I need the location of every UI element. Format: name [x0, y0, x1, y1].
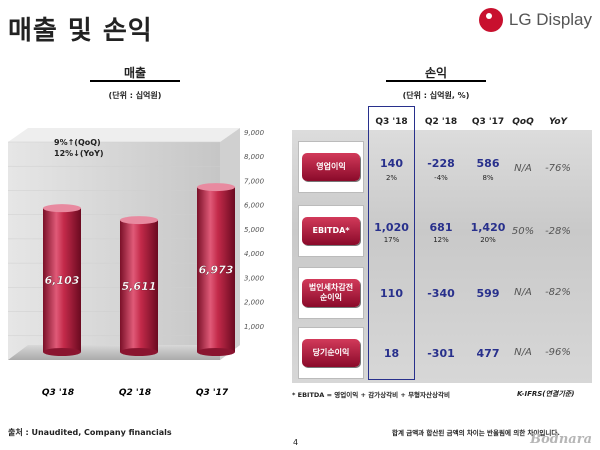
cell-ebitda-q3-18: 1,020	[374, 221, 409, 234]
bar-body	[197, 187, 235, 352]
bar-body	[43, 208, 81, 352]
y-tick-label: 8,000	[244, 153, 265, 161]
bar	[197, 183, 235, 356]
pl-title-underline	[386, 80, 486, 82]
row-label-frame: 법인세차감전 순이익	[298, 267, 364, 319]
cell-pretax-qoq: N/A	[514, 287, 532, 298]
pl-unit: (단위 : 십억원, %)	[402, 91, 470, 100]
cell-op-q3-17-pct: 8%	[482, 174, 494, 182]
cell-net-yoy: -96%	[545, 347, 571, 358]
cell-ebitda-q3-17-pct: 20%	[480, 236, 496, 244]
chart-back-wall	[8, 142, 220, 360]
chart-top-face	[8, 128, 240, 142]
col-q2-18: Q2 '18	[424, 117, 458, 127]
ebitda-footnote: * EBITDA = 영업이익 + 감가상각비 + 무형자산상각비	[292, 391, 450, 399]
cell-ebitda-yoy: -28%	[545, 226, 571, 237]
source-note: 출처 : Unaudited, Company financials	[8, 428, 172, 437]
y-tick-label: 9,000	[244, 129, 265, 137]
logo-text: LG Display	[508, 10, 592, 29]
bar	[43, 204, 81, 356]
cell-op-q2-18-pct: -4%	[434, 174, 448, 182]
bar-base	[120, 348, 158, 356]
bar-base	[43, 348, 81, 356]
y-tick-label: 5,000	[244, 226, 265, 234]
page-number: 4	[293, 438, 299, 447]
sales-unit: (단위 : 십억원)	[108, 91, 162, 100]
col-q3-18: Q3 '18	[375, 117, 408, 127]
x-category-label: Q3 '17	[196, 388, 229, 398]
bar-value-label: 5,611	[122, 280, 157, 293]
cell-ebitda-q3-18-pct: 17%	[383, 236, 400, 244]
cell-pretax-yoy: -82%	[545, 287, 571, 298]
bar-body	[120, 220, 158, 352]
cell-pretax-q3-17: 599	[476, 287, 500, 300]
page-title: 매출 및 손익	[8, 16, 153, 46]
company-logo: LG Display	[478, 8, 592, 32]
row-label-net-income: 당기순이익	[302, 339, 360, 367]
cell-pretax-q2-18: -340	[427, 287, 455, 300]
cell-net-qoq: N/A	[514, 347, 532, 358]
growth-note: 9%↑(QoQ) 12%↓(YoY)	[54, 137, 104, 159]
row-label-frame: 당기순이익	[298, 327, 364, 379]
growth-yoy: 12%↓(YoY)	[54, 149, 104, 158]
lg-logo-icon	[478, 8, 503, 32]
x-category-label: Q3 '18	[42, 388, 74, 398]
cell-op-q3-18: 140	[380, 157, 403, 170]
bar-value-label: 6,973	[199, 264, 234, 277]
bar	[120, 216, 158, 356]
row-label-frame: EBITDA*	[298, 205, 364, 257]
bar-top	[120, 216, 158, 225]
row-label-ebitda: EBITDA*	[302, 217, 360, 245]
cell-op-q3-18-pct: 2%	[385, 174, 398, 182]
pl-section-title: 손익	[424, 66, 448, 80]
cell-op-yoy: -76%	[545, 163, 571, 174]
rounding-note: 합계 금액과 합산된 금액의 차이는 반올림에 의한 차이입니다.	[392, 429, 560, 437]
cell-op-qoq: N/A	[514, 163, 532, 174]
row-label-frame: 영업이익	[298, 141, 364, 193]
y-tick-label: 1,000	[244, 323, 265, 331]
accounting-standard: K-IFRS(연결기준)	[517, 390, 575, 398]
y-tick-label: 2,000	[244, 299, 265, 307]
y-tick-label: 7,000	[244, 177, 265, 185]
col-qoq: QoQ	[512, 117, 534, 127]
col-q3-17: Q3 '17	[471, 117, 505, 127]
cell-net-q3-18: 18	[383, 347, 400, 360]
cell-pretax-q3-18: 110	[380, 287, 403, 300]
row-label-pretax-income: 법인세차감전 순이익	[302, 279, 360, 307]
y-tick-label: 6,000	[244, 202, 265, 210]
y-tick-label: 3,000	[244, 274, 265, 282]
bar-top	[43, 204, 81, 213]
row-label-operating-profit: 영업이익	[302, 153, 360, 181]
growth-qoq: 9%↑(QoQ)	[54, 138, 101, 147]
sales-section-title: 매출	[123, 66, 147, 80]
cell-net-q3-17: 477	[476, 347, 500, 360]
sales-bar-chart: 1,000 2,000 3,000 4,000 5,000 6,000 7,000 8,000…	[8, 128, 265, 398]
cell-op-q2-18: -228	[427, 157, 455, 170]
current-quarter-highlight	[368, 106, 415, 380]
y-tick-label: 4,000	[244, 250, 265, 258]
bar-base	[197, 348, 235, 356]
cell-ebitda-qoq: 50%	[511, 226, 535, 237]
sales-title-underline	[90, 80, 180, 82]
cell-op-q3-17: 586	[476, 157, 500, 170]
col-yoy: YoY	[548, 117, 568, 127]
cell-ebitda-q2-18-pct: 12%	[433, 236, 449, 244]
watermark-logo: Bodnara	[530, 432, 592, 447]
cell-net-q2-18: -301	[427, 347, 455, 360]
cell-ebitda-q3-17: 1,420	[470, 221, 506, 234]
x-category-label: Q2 '18	[119, 388, 151, 398]
bar-top	[197, 183, 235, 192]
bar-value-label: 6,103	[45, 274, 80, 287]
cell-ebitda-q2-18: 681	[429, 221, 453, 234]
